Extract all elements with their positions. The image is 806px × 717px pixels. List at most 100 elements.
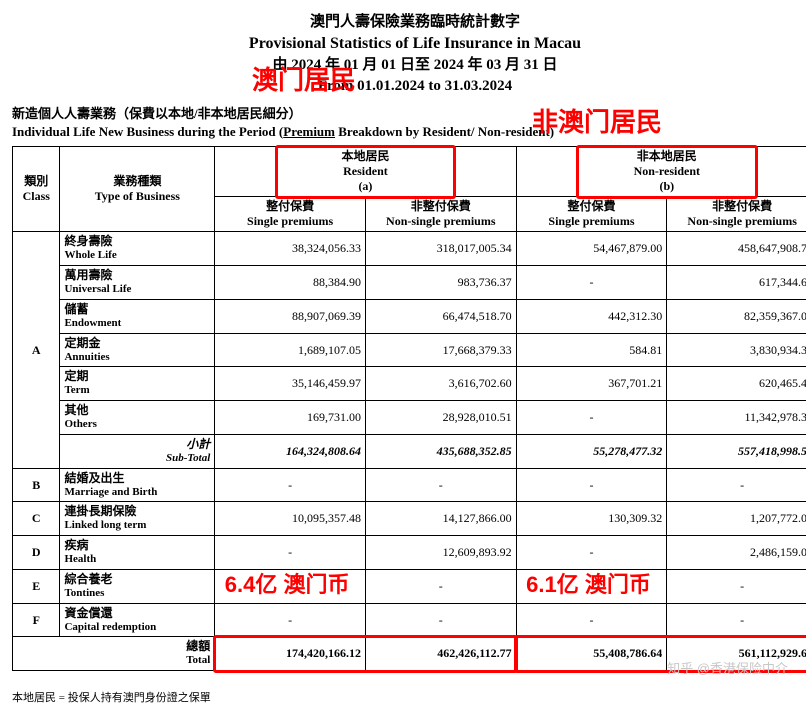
value-cell: - [516, 266, 667, 300]
table-row: D疾病Health-12,609,893.92-2,486,159.09 [13, 536, 806, 570]
value-cell: - [365, 569, 516, 603]
type-cell: 終身壽險Whole Life [60, 232, 215, 266]
col-class: 類別Class [13, 147, 60, 232]
value-cell: 442,312.30 [516, 299, 667, 333]
value-cell: 35,146,459.97 [215, 367, 366, 401]
type-cell: 定期金Annuities [60, 333, 215, 367]
value-cell: 3,830,934.32 [667, 333, 806, 367]
value-cell: 88,907,069.39 [215, 299, 366, 333]
class-cell: A [13, 232, 60, 468]
table-row: 其他Others169,731.0028,928,010.51-11,342,9… [13, 401, 806, 435]
value-cell: 983,736.37 [365, 266, 516, 300]
value-cell: - [516, 468, 667, 502]
value-cell: - [667, 569, 806, 603]
annotation-nonresident: 非澳门居民 [532, 102, 662, 139]
highlight-nonresident-header [576, 145, 757, 199]
class-cell: E [13, 569, 60, 603]
value-cell: 54,467,879.00 [516, 232, 667, 266]
period-en: From 01.01.2024 to 31.03.2024 [12, 76, 806, 97]
value-cell: 1,689,107.05 [215, 333, 366, 367]
class-cell: D [13, 536, 60, 570]
value-cell: 28,928,010.51 [365, 401, 516, 435]
value-cell: 130,309.32 [516, 502, 667, 536]
highlight-resident-header [275, 145, 456, 199]
col-res-nsp: 非整付保費Non-single premiums [365, 197, 516, 232]
type-cell: 資金償還Capital redemption [60, 603, 215, 637]
value-cell: 1,207,772.00 [667, 502, 806, 536]
value-cell: 318,017,005.34 [365, 232, 516, 266]
value-cell: 435,688,352.85 [365, 434, 516, 468]
value-cell: 10,095,357.48 [215, 502, 366, 536]
type-cell: 綜合養老Tontines [60, 569, 215, 603]
type-cell: 定期Term [60, 367, 215, 401]
value-cell: 620,465.46 [667, 367, 806, 401]
value-cell: 38,324,056.33 [215, 232, 366, 266]
type-cell: 其他Others [60, 401, 215, 435]
value-cell: - [365, 603, 516, 637]
title-cn: 澳門人壽保險業務臨時統計數字 [12, 12, 806, 33]
value-cell: 617,344.69 [667, 266, 806, 300]
value-cell: - [516, 401, 667, 435]
class-cell: F [13, 603, 60, 637]
table-row: 儲蓄Endowment88,907,069.3966,474,518.70442… [13, 299, 806, 333]
annotation-6-4: 6.4亿 澳门币 [225, 567, 350, 599]
annotation-6-1: 6.1亿 澳门币 [526, 567, 651, 599]
value-cell: - [667, 603, 806, 637]
value-cell: - [215, 468, 366, 502]
table-row: B結婚及出生Marriage and Birth---- [13, 468, 806, 502]
annotation-resident: 澳门居民 [252, 60, 356, 97]
footnote: 本地居民 = 投保人持有澳門身份證之保單 [12, 689, 806, 705]
subheader-en: Individual Life New Business during the … [12, 124, 806, 140]
value-cell: 367,701.21 [516, 367, 667, 401]
table-row: 萬用壽險Universal Life88,384.90983,736.37-61… [13, 266, 806, 300]
table-row: 定期金Annuities1,689,107.0517,668,379.33584… [13, 333, 806, 367]
value-cell: 3,616,702.60 [365, 367, 516, 401]
value-cell: 66,474,518.70 [365, 299, 516, 333]
value-cell: - [516, 603, 667, 637]
type-cell: 萬用壽險Universal Life [60, 266, 215, 300]
value-cell: 17,668,379.33 [365, 333, 516, 367]
value-cell: 584.81 [516, 333, 667, 367]
value-cell: 82,359,367.00 [667, 299, 806, 333]
value-cell: 557,418,998.56 [667, 434, 806, 468]
type-cell: 結婚及出生Marriage and Birth [60, 468, 215, 502]
type-cell: 儲蓄Endowment [60, 299, 215, 333]
table-row: E綜合養老Tontines---- [13, 569, 806, 603]
subheader-cn: 新造個人人壽業務（保費以本地/非本地居民細分） [12, 103, 806, 122]
title-en: Provisional Statistics of Life Insurance… [12, 33, 806, 55]
value-cell: 12,609,893.92 [365, 536, 516, 570]
value-cell: 88,384.90 [215, 266, 366, 300]
total-label: 總額Total [13, 637, 215, 671]
value-cell: 11,342,978.31 [667, 401, 806, 435]
table-row: C連掛長期保險Linked long term10,095,357.4814,1… [13, 502, 806, 536]
value-cell: - [365, 468, 516, 502]
value-cell: 458,647,908.78 [667, 232, 806, 266]
table-row: 定期Term35,146,459.973,616,702.60367,701.2… [13, 367, 806, 401]
col-nres-sp: 整付保費Single premiums [516, 197, 667, 232]
value-cell: - [516, 536, 667, 570]
value-cell: 55,278,477.32 [516, 434, 667, 468]
col-nres-nsp: 非整付保費Non-single premiums [667, 197, 806, 232]
table-row: 小計Sub-Total164,324,808.64435,688,352.855… [13, 434, 806, 468]
value-cell: - [667, 468, 806, 502]
document-header: 澳門人壽保險業務臨時統計數字 Provisional Statistics of… [12, 12, 806, 97]
type-cell: 連掛長期保險Linked long term [60, 502, 215, 536]
value-cell: 14,127,866.00 [365, 502, 516, 536]
type-cell: 疾病Health [60, 536, 215, 570]
watermark: 知乎 @香港保险中介 [667, 658, 788, 677]
class-cell: C [13, 502, 60, 536]
highlight-total-resident [213, 635, 518, 673]
value-cell: 2,486,159.09 [667, 536, 806, 570]
col-type: 業務種類Type of Business [60, 147, 215, 232]
value-cell: - [215, 603, 366, 637]
table-row: F資金償還Capital redemption---- [13, 603, 806, 637]
type-cell: 小計Sub-Total [60, 434, 215, 468]
value-cell: - [215, 536, 366, 570]
class-cell: B [13, 468, 60, 502]
statistics-table: 類別Class 業務種類Type of Business 本地居民Residen… [12, 146, 806, 671]
table-row: A終身壽險Whole Life38,324,056.33318,017,005.… [13, 232, 806, 266]
value-cell: 169,731.00 [215, 401, 366, 435]
col-res-sp: 整付保費Single premiums [215, 197, 366, 232]
value-cell: 164,324,808.64 [215, 434, 366, 468]
period-cn: 由 2024 年 01 月 01 日至 2024 年 03 月 31 日 [12, 55, 806, 76]
